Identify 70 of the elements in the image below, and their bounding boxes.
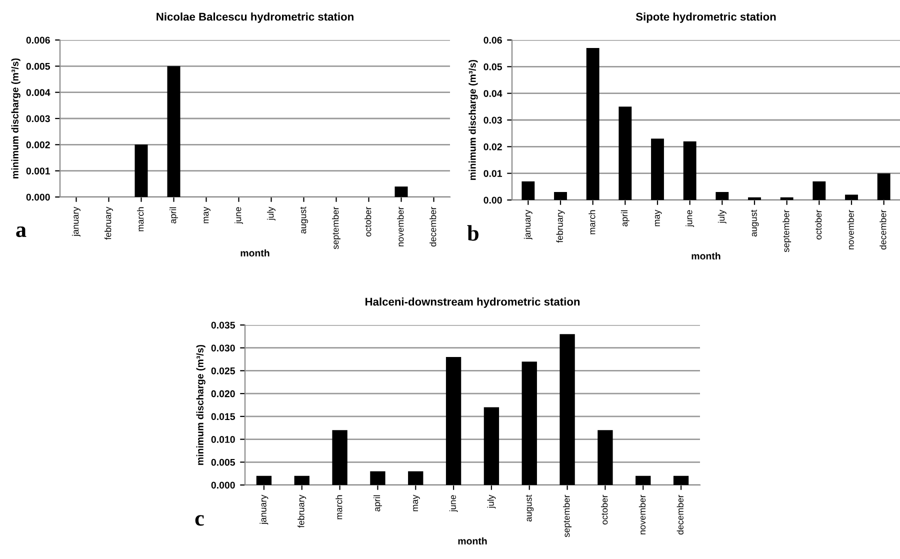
y-axis-title: minimum discharge (m³/s) <box>11 58 20 178</box>
x-axis-title: month <box>240 249 270 257</box>
y-tick-label: 0.001 <box>26 168 50 174</box>
y-tick-label: 0.025 <box>211 367 236 374</box>
y-axis-title: minimum discharge (m³/s) <box>196 344 206 465</box>
x-tick-label: may <box>654 210 662 226</box>
x-tick-label: december <box>430 206 436 246</box>
x-tick-label: september <box>782 210 792 252</box>
x-tick-label: june <box>234 207 243 224</box>
x-tick-label: june <box>449 495 458 512</box>
chart-title: Halceni-downstream hydrometric station <box>366 298 580 308</box>
y-tick-label: 0.000 <box>26 194 50 201</box>
x-tick-label: february <box>298 494 306 528</box>
y-axis-title: minimum discharge (m³/s) <box>468 60 478 180</box>
x-tick-label: january <box>72 206 80 237</box>
x-tick-label: december <box>880 210 886 250</box>
y-tick-label: 0.030 <box>211 344 235 352</box>
y-tick-label: 0.03 <box>484 116 502 124</box>
x-axis-title: month <box>692 252 720 260</box>
x-tick-label: february <box>556 210 565 243</box>
y-tick-label: 0.04 <box>484 90 502 97</box>
y-tick-label: 0.020 <box>211 390 235 398</box>
y-tick-label: 0.00 <box>484 196 502 204</box>
y-tick-label: 0.035 <box>211 322 236 329</box>
y-tick-label: 0.003 <box>26 115 50 122</box>
x-tick-label: october <box>601 494 608 524</box>
x-tick-label: march <box>336 495 342 520</box>
y-tick-label: 0.000 <box>211 482 235 489</box>
x-tick-label: july <box>718 210 726 224</box>
y-tick-label: 0.006 <box>26 36 50 44</box>
x-tick-label: january <box>524 210 532 240</box>
x-tick-label: august <box>300 206 308 234</box>
x-tick-label: july <box>487 494 496 508</box>
x-tick-label: october <box>814 210 822 240</box>
x-tick-label: october <box>364 206 372 236</box>
text: b <box>467 225 478 241</box>
y-tick-label: 0.05 <box>484 63 502 70</box>
text: a <box>16 226 26 238</box>
x-tick-label: january <box>260 494 268 525</box>
x-tick-label: april <box>170 207 178 224</box>
y-tick-label: 0.06 <box>484 36 502 44</box>
x-tick-label: may <box>413 494 420 512</box>
chart-title: Sipote hydrometric station <box>636 12 776 23</box>
y-tick-label: 0.005 <box>211 458 236 466</box>
y-tick-label: 0.004 <box>26 89 50 96</box>
x-tick-label: november <box>847 210 854 250</box>
x-tick-label: march <box>137 207 144 232</box>
x-tick-label: july <box>267 206 276 220</box>
text: c <box>195 515 204 526</box>
x-tick-label: september <box>563 494 572 538</box>
y-tick-label: 0.002 <box>26 141 50 148</box>
y-tick-label: 0.010 <box>211 436 235 443</box>
x-tick-label: august <box>526 494 534 522</box>
y-tick-label: 0.01 <box>484 170 502 177</box>
x-tick-label: april <box>374 495 382 512</box>
y-tick-label: 0.005 <box>26 62 50 70</box>
x-tick-label: april <box>620 210 630 226</box>
x-tick-label: august <box>750 210 759 236</box>
x-tick-label: september <box>332 206 340 250</box>
x-tick-label: may <box>204 206 210 224</box>
x-tick-label: november <box>638 494 646 534</box>
y-tick-label: 0.02 <box>484 143 502 150</box>
x-tick-label: june <box>686 210 694 228</box>
x-tick-label: march <box>588 210 596 234</box>
x-tick-label: december <box>676 494 684 534</box>
chart-title: Nicolae Balcescu hydrometric station <box>156 12 354 23</box>
x-tick-label: february <box>104 206 113 240</box>
y-tick-label: 0.015 <box>211 413 236 420</box>
x-axis-title: month <box>458 537 487 545</box>
x-tick-label: november <box>397 206 404 246</box>
